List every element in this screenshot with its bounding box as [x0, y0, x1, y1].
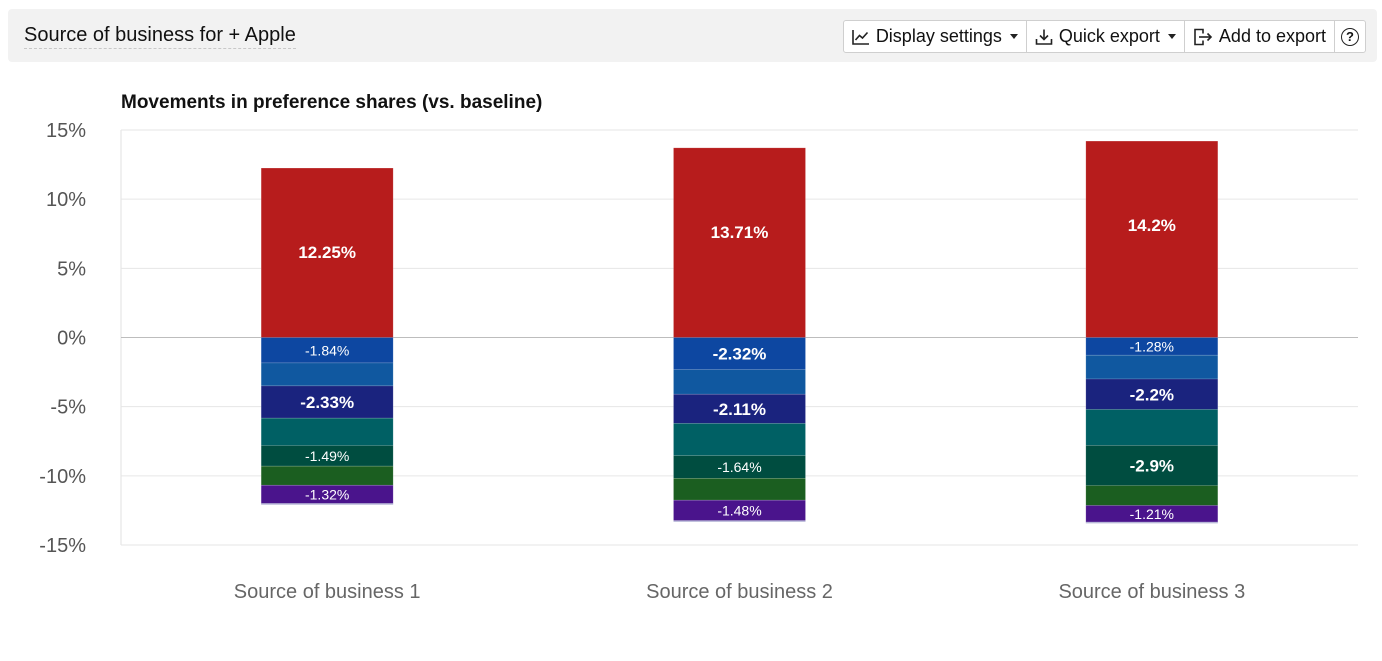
- data-label: -2.33%: [300, 393, 354, 412]
- quick-export-button[interactable]: Quick export: [1027, 21, 1185, 52]
- bar-segment[interactable]: [1085, 378, 1219, 410]
- data-label: -1.48%: [717, 502, 761, 518]
- data-label: -2.32%: [713, 345, 767, 364]
- data-label: -2.2%: [1130, 385, 1174, 404]
- bar-segment[interactable]: [260, 417, 394, 446]
- bar-segment[interactable]: [260, 167, 394, 338]
- export-file-icon: [1193, 28, 1213, 46]
- bar-segment[interactable]: [1085, 140, 1219, 338]
- data-label: -1.21%: [1130, 506, 1174, 522]
- chart-title: Movements in preference shares (vs. base…: [121, 92, 542, 113]
- y-tick-label: 15%: [46, 120, 86, 142]
- data-label: -2.9%: [1130, 457, 1174, 476]
- add-to-export-label: Add to export: [1218, 26, 1326, 46]
- line-chart-icon: [852, 29, 870, 45]
- data-label: 14.2%: [1128, 216, 1176, 235]
- quick-export-label: Quick export: [1058, 26, 1160, 46]
- data-label: -1.64%: [717, 459, 761, 475]
- display-settings-button[interactable]: Display settings: [844, 21, 1027, 52]
- data-label: -2.11%: [713, 400, 766, 419]
- y-tick-label: 0%: [57, 328, 86, 350]
- x-axis-labels: Source of business 1 Source of business 2…: [234, 581, 1245, 603]
- chart-header: Source of business for + Apple Display s…: [8, 9, 1377, 62]
- help-button[interactable]: ?: [1335, 21, 1365, 52]
- bar-segment[interactable]: [673, 147, 806, 338]
- help-icon: ?: [1341, 27, 1359, 46]
- y-tick-label: 5%: [57, 258, 86, 280]
- x-tick-label: Source of business 1: [234, 581, 421, 603]
- bar-segment[interactable]: [673, 423, 806, 456]
- chevron-down-icon: [1009, 34, 1018, 39]
- download-icon: [1035, 28, 1053, 46]
- bar-segment[interactable]: [673, 478, 806, 501]
- bar-segment[interactable]: [260, 337, 394, 364]
- bars-layer: 12.25% -1.84% -2.33% -1.49% -1.32% 13.71% -2.3…: [260, 140, 1219, 524]
- y-tick-label: -15%: [39, 535, 86, 557]
- bar-segment[interactable]: [1085, 445, 1219, 486]
- data-label: -1.32%: [305, 486, 349, 502]
- y-tick-label: -10%: [39, 466, 86, 488]
- bar-segment[interactable]: [673, 337, 806, 370]
- data-label: -1.84%: [305, 342, 349, 358]
- y-tick-label: 10%: [46, 189, 86, 211]
- data-label: 13.71%: [711, 223, 769, 242]
- bar-segment[interactable]: [260, 362, 394, 387]
- header-title[interactable]: Source of business for + Apple: [24, 24, 296, 49]
- y-tick-label: -5%: [50, 397, 86, 419]
- bar-segment[interactable]: [1085, 354, 1219, 380]
- display-settings-label: Display settings: [875, 26, 1002, 46]
- x-tick-label: Source of business 2: [646, 581, 833, 603]
- bar-segment[interactable]: [1085, 409, 1219, 446]
- bar-segment[interactable]: [1085, 485, 1219, 506]
- bar-segment[interactable]: [673, 393, 806, 424]
- x-tick-label: Source of business 3: [1058, 581, 1245, 603]
- bar-segment[interactable]: [673, 369, 806, 395]
- data-label: 12.25%: [298, 243, 356, 262]
- bar-segment[interactable]: [260, 385, 394, 419]
- chevron-down-icon: [1167, 34, 1176, 39]
- chart-toolbar: Display settings Quick export: [842, 20, 1366, 53]
- data-label: -1.49%: [305, 448, 349, 464]
- add-to-export-button[interactable]: Add to export: [1185, 21, 1335, 52]
- bar-segment[interactable]: [260, 465, 394, 486]
- data-label: -1.28%: [1130, 338, 1174, 354]
